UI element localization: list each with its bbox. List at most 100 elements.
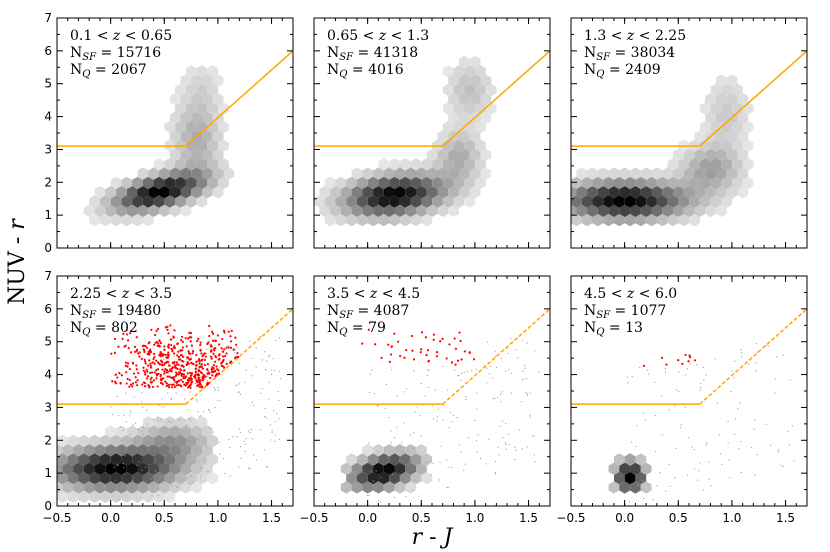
quiescent-point — [167, 364, 171, 367]
hexbin-cell — [378, 158, 390, 171]
sparse-point — [255, 366, 257, 368]
quiescent-point — [229, 346, 233, 349]
quiescent-point — [128, 385, 131, 388]
hexbin-cell — [110, 213, 122, 227]
sparse-point — [404, 391, 406, 393]
quiescent-point — [167, 351, 170, 354]
hexbin-cell — [202, 130, 213, 143]
sparse-point — [385, 383, 387, 386]
sparse-point — [138, 461, 140, 463]
hexbin-cell — [464, 195, 476, 208]
hexbin-cell — [737, 186, 749, 199]
quiescent-point — [211, 366, 214, 369]
n-sf-N: N — [584, 303, 596, 319]
hexbin-cell — [667, 158, 679, 171]
hexbin-cell — [110, 471, 122, 485]
hexbin-cell — [62, 481, 74, 494]
hexbin-cell — [218, 158, 229, 171]
sparse-point — [251, 401, 253, 403]
sparse-point — [390, 430, 392, 432]
hexbin-cell — [191, 481, 202, 494]
quiescent-point — [171, 386, 174, 389]
sparse-point — [151, 483, 154, 485]
hexbin-cell — [689, 213, 700, 227]
quiescent-point — [152, 357, 155, 361]
z-high: 4.5 — [398, 286, 420, 302]
sparse-point — [170, 421, 172, 423]
sparse-point — [120, 440, 122, 442]
hexbin-cell — [362, 462, 374, 475]
sparse-point — [394, 436, 396, 439]
hexbin-cell — [442, 102, 454, 115]
sparse-point — [387, 416, 390, 419]
quiescent-point — [203, 358, 206, 361]
sparse-point — [446, 459, 448, 461]
hexbin-cell — [592, 195, 604, 208]
hexbin-cell — [426, 186, 438, 199]
sparse-point — [467, 437, 470, 439]
hexbin-cell — [212, 93, 224, 106]
hexbin-cell — [373, 444, 384, 457]
quiescent-point — [222, 366, 226, 369]
hexbin-cell — [619, 462, 631, 475]
sparse-point — [153, 419, 155, 421]
hexbin-cell — [480, 111, 492, 124]
z-var: z — [626, 28, 635, 44]
sparse-point — [436, 416, 439, 418]
hexbin-cell — [105, 204, 117, 217]
x-tick-label: −0.5 — [42, 511, 71, 525]
hexbin-cell — [410, 158, 422, 171]
sparse-point — [734, 360, 736, 363]
sparse-point — [500, 401, 502, 403]
quiescent-point — [642, 364, 646, 367]
hexbin-cell — [116, 186, 127, 199]
hexbin-cell — [346, 195, 357, 208]
quiescent-point — [164, 353, 167, 356]
n-sf-value: = 38034 — [610, 45, 675, 61]
quiescent-point — [147, 350, 150, 354]
hexbin-cell — [678, 195, 690, 208]
x-tick-label: 0.5 — [412, 511, 431, 525]
hexbin-cell — [132, 434, 143, 448]
quiescent-point — [212, 352, 215, 355]
hexbin-cell — [169, 425, 181, 438]
hexbin-cell — [448, 204, 459, 217]
sparse-point — [214, 389, 216, 391]
quiescent-point — [170, 376, 173, 379]
hexbin-cell — [100, 434, 111, 448]
hexbin-cell — [464, 83, 476, 97]
quiescent-point — [166, 370, 170, 373]
quiescent-point — [387, 343, 390, 346]
sparse-point — [198, 416, 200, 418]
sparse-point — [664, 368, 666, 370]
hexbin-cell — [132, 471, 143, 485]
hexbin-cell — [207, 471, 219, 485]
hexbin-cell — [683, 148, 695, 162]
quiescent-point — [206, 342, 209, 346]
n-sf-label: NSF = 19480 — [70, 303, 161, 321]
quiescent-point — [168, 383, 171, 386]
quiescent-point — [197, 337, 200, 340]
sparse-point — [207, 375, 209, 377]
quiescent-point — [160, 381, 163, 384]
hexbin-cell — [367, 213, 379, 227]
sparse-point — [754, 419, 756, 421]
sparse-point — [442, 365, 444, 367]
sparse-point — [203, 427, 205, 429]
hexbin-cell — [426, 204, 438, 217]
sparse-point — [728, 459, 730, 461]
sparse-point — [150, 478, 152, 480]
hexbin-cell — [737, 111, 749, 124]
hexbin-cell — [196, 434, 208, 448]
hexbin-cell — [726, 167, 738, 180]
quiescent-point — [216, 334, 220, 337]
sparse-point — [776, 356, 778, 358]
hexbin-cell — [180, 186, 192, 199]
quiescent-point — [403, 356, 406, 359]
hexbin-cell — [175, 195, 186, 208]
hexbin-cell — [137, 462, 149, 475]
quiescent-point — [167, 361, 170, 364]
quiescent-point — [135, 336, 138, 339]
sparse-point — [750, 447, 753, 449]
sparse-point — [278, 438, 280, 440]
